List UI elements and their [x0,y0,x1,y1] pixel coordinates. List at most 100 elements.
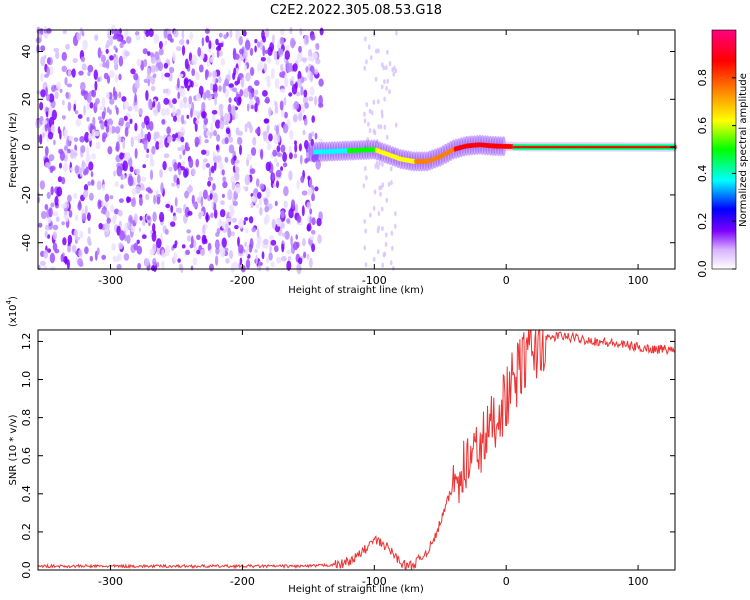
noise-speck [66,83,73,88]
noise-speck [274,200,278,207]
noise-speck [130,68,136,75]
noise-speck [80,81,86,92]
noise-speck [239,144,242,156]
x-tick-label: -200 [230,575,255,588]
colorbar: 0.0 0.2 0.4 0.6 0.8 Normalized spectral ampl… [696,29,749,278]
noise-speck [75,250,79,256]
noise-speck [211,200,214,209]
noise-speck [48,154,55,162]
noise-speck [309,208,313,215]
noise-speck [67,69,71,77]
noise-speck [367,44,371,50]
noise-speck [255,254,258,265]
noise-speck [298,112,303,122]
noise-speck [303,251,307,259]
noise-speck [227,103,232,114]
noise-speck [118,136,122,143]
noise-speck [258,198,263,207]
noise-speck [279,100,284,111]
noise-speck [41,132,46,139]
noise-speck [50,186,54,195]
noise-speck [294,81,298,90]
noise-speck [40,210,47,220]
noise-speck [173,251,178,262]
noise-speck [197,47,202,57]
noise-speck [381,113,384,119]
noise-speck [373,189,377,195]
noise-speck [134,136,138,141]
snr-y-ticks: 0.0 0.2 0.4 0.6 0.8 1.0 1.2 [20,333,675,579]
noise-speck [142,220,146,227]
noise-speck [114,181,119,188]
noise-speck [39,134,43,145]
noise-speck [70,148,74,160]
noise-speck [308,96,314,102]
noise-speck [74,110,79,115]
noise-speck [283,186,289,197]
noise-speck [247,85,253,93]
noise-speck [220,200,225,206]
noise-speck [80,145,86,154]
noise-speck [223,120,229,126]
noise-speck [138,108,144,116]
noise-speck [314,68,319,75]
noise-speck [45,86,48,97]
noise-speck [103,72,109,80]
noise-speck [156,196,161,205]
noise-speck [172,98,177,105]
noise-speck [272,183,277,188]
noise-speck [192,110,199,117]
noise-speck [181,160,186,166]
noise-speck [127,106,133,112]
noise-speck [170,221,176,227]
noise-speck [266,56,271,64]
noise-speck [90,179,95,186]
noise-speck [141,121,146,129]
noise-speck [192,202,199,208]
noise-speck [213,129,217,137]
noise-speck [142,48,148,55]
noise-speck [190,235,194,247]
noise-speck [287,256,292,261]
snr-scale-label: (x104) [5,296,19,327]
noise-speck [183,96,188,104]
noise-speck [101,254,107,260]
noise-speck [209,249,213,255]
noise-speck [68,210,73,218]
noise-speck [176,108,181,117]
noise-speck [381,162,384,167]
noise-speck [212,113,216,124]
noise-speck [226,217,233,222]
noise-speck [381,182,385,188]
noise-speck [165,88,169,94]
noise-speck [209,263,214,272]
noise-speck [237,96,242,105]
noise-speck [288,92,293,97]
noise-speck [164,228,169,235]
noise-speck [264,98,270,104]
noise-speck [104,120,108,127]
noise-speck [264,28,270,38]
noise-speck [282,151,287,163]
noise-speck [296,79,302,84]
x-tick-label: -100 [362,575,387,588]
noise-speck [62,237,67,246]
noise-speck [216,134,221,142]
noise-speck [284,230,290,240]
noise-speck [134,168,141,175]
noise-speck [215,255,219,266]
noise-speck [363,65,367,71]
noise-speck [139,215,143,221]
y-tick-label: 0.4 [20,485,33,503]
noise-speck [184,146,191,152]
noise-speck [179,39,185,45]
noise-speck [49,166,54,174]
noise-speck [92,116,96,127]
noise-speck [314,186,319,192]
noise-speck [164,72,171,78]
noise-speck [302,129,306,136]
noise-speck [372,205,376,211]
noise-speck [210,165,215,174]
noise-speck [86,146,89,157]
noise-speck [364,262,368,268]
